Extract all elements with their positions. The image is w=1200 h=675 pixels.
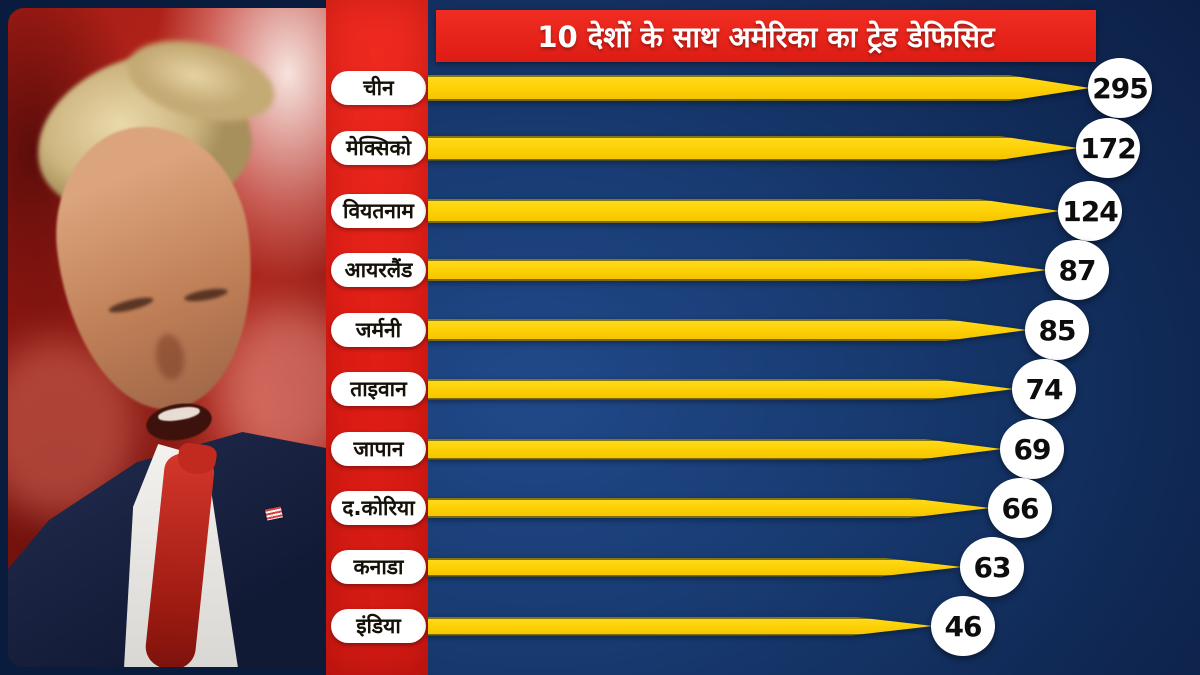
value-badge: 66 <box>988 478 1052 538</box>
deficit-bar-shape <box>428 558 962 577</box>
country-label: इंडिया <box>356 614 401 638</box>
deficit-bar <box>428 199 1060 223</box>
value-label: 46 <box>944 609 983 643</box>
trump-photo <box>8 8 326 667</box>
value-label: 74 <box>1025 372 1064 406</box>
country-label: आयरलैंड <box>344 258 413 282</box>
deficit-bar-shape <box>428 498 990 518</box>
value-badge: 85 <box>1025 300 1089 360</box>
deficit-bar <box>428 75 1090 101</box>
country-pill: ताइवान <box>331 372 426 406</box>
value-label: 85 <box>1038 313 1077 347</box>
deficit-bar <box>428 136 1078 161</box>
deficit-bar-shape <box>428 319 1027 341</box>
value-badge: 46 <box>931 596 995 656</box>
deficit-bar <box>428 379 1014 400</box>
country-pill: वियतनाम <box>331 194 426 228</box>
value-badge: 172 <box>1076 118 1140 178</box>
country-pill: चीन <box>331 71 426 105</box>
country-pill: जर्मनी <box>331 313 426 347</box>
deficit-bar-shape <box>428 439 1002 460</box>
deficit-bar-shape <box>428 75 1090 101</box>
deficit-bar-shape <box>428 617 933 636</box>
value-badge: 295 <box>1088 58 1152 118</box>
value-badge: 74 <box>1012 359 1076 419</box>
country-pill: इंडिया <box>331 609 426 643</box>
value-badge: 124 <box>1058 181 1122 241</box>
value-label: 124 <box>1062 194 1118 228</box>
deficit-bar-shape <box>428 136 1078 161</box>
deficit-bar <box>428 558 962 577</box>
chart-title: 10 देशों के साथ अमेरिका का ट्रेड डेफिसिट <box>537 19 995 54</box>
deficit-bar <box>428 617 933 636</box>
value-badge: 63 <box>960 537 1024 597</box>
value-label: 63 <box>973 550 1012 584</box>
country-label: जर्मनी <box>355 318 402 342</box>
country-pill: जापान <box>331 432 426 466</box>
country-label: मेक्सिको <box>345 136 412 160</box>
country-label: चीन <box>363 76 394 100</box>
country-label: द.कोरिया <box>342 496 415 520</box>
country-pill: मेक्सिको <box>331 131 426 165</box>
value-badge: 69 <box>1000 419 1064 479</box>
deficit-bar-shape <box>428 199 1060 223</box>
deficit-bar <box>428 498 990 518</box>
chart-title-banner: 10 देशों के साथ अमेरिका का ट्रेड डेफिसिट <box>436 10 1096 62</box>
country-label: जापान <box>353 437 404 461</box>
value-label: 172 <box>1080 131 1136 165</box>
value-label: 66 <box>1001 491 1040 525</box>
deficit-bar <box>428 439 1002 460</box>
deficit-bar <box>428 259 1047 281</box>
deficit-bar-shape <box>428 259 1047 281</box>
country-pill: कनाडा <box>331 550 426 584</box>
deficit-bar-shape <box>428 379 1014 400</box>
country-pill: द.कोरिया <box>331 491 426 525</box>
value-badge: 87 <box>1045 240 1109 300</box>
value-label: 69 <box>1013 432 1052 466</box>
value-label: 295 <box>1092 71 1148 105</box>
deficit-bar <box>428 319 1027 341</box>
country-pill: आयरलैंड <box>331 253 426 287</box>
country-label: कनाडा <box>353 555 404 579</box>
country-label: वियतनाम <box>343 199 414 223</box>
value-label: 87 <box>1058 253 1097 287</box>
country-label: ताइवान <box>350 377 407 401</box>
